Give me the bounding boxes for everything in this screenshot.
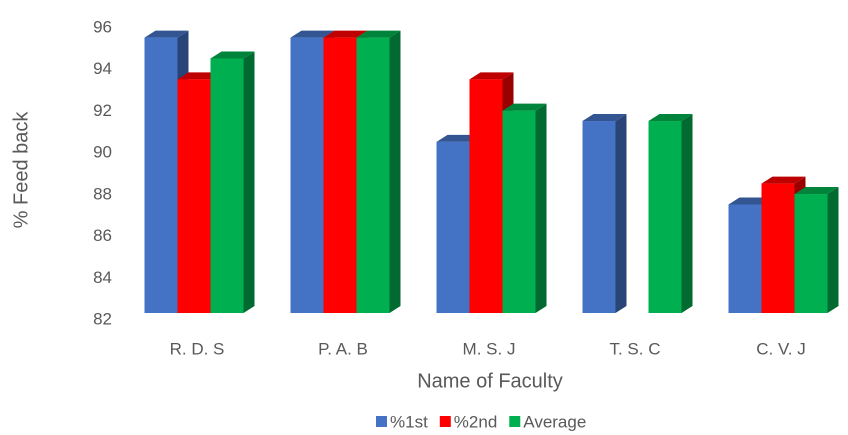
bar-top: [648, 114, 693, 122]
y-tick-label: 82: [93, 309, 112, 328]
bar-front: [177, 79, 211, 313]
bar-front: [582, 121, 616, 314]
legend-label: Average: [523, 412, 586, 431]
bar-front: [436, 141, 470, 313]
bar-side: [681, 114, 693, 314]
bar-top: [144, 30, 189, 38]
bar-top: [502, 103, 547, 111]
bar-side: [535, 103, 547, 313]
legend-swatch: [509, 416, 521, 427]
legend-swatch: [376, 416, 387, 427]
y-axis-title: % Feed back: [10, 111, 32, 229]
bar-front: [469, 79, 503, 313]
bar-front: [794, 194, 828, 313]
bar-front: [210, 58, 244, 314]
bar-side: [243, 51, 255, 313]
bar: [356, 30, 401, 313]
y-tick-label: 84: [93, 268, 112, 287]
bar: [582, 114, 627, 314]
bar-side: [827, 187, 839, 313]
bar: [648, 114, 693, 314]
bar-top: [290, 30, 335, 38]
y-tick-label: 94: [93, 59, 112, 78]
y-tick-label: 96: [93, 17, 112, 36]
bar-front: [648, 121, 682, 314]
bar-top: [356, 30, 401, 38]
bar-front: [728, 204, 762, 313]
x-tick-label: T. S. C: [609, 339, 660, 358]
bar-top: [210, 51, 255, 59]
y-tick-label: 86: [93, 226, 112, 245]
bar: [794, 187, 839, 313]
bar-front: [502, 110, 536, 313]
bar-front: [356, 37, 390, 313]
y-tick-label: 92: [93, 101, 112, 120]
bar-top: [323, 30, 368, 38]
x-tick-label: P. A. B: [318, 339, 368, 358]
y-tick-label: 88: [93, 184, 112, 203]
bar-top: [469, 72, 514, 80]
bar-top: [761, 176, 806, 184]
legend-label: %2nd: [454, 412, 497, 431]
legend-swatch: [439, 416, 451, 427]
bar: [502, 103, 547, 313]
x-tick-label: R. D. S: [170, 339, 225, 358]
bar-front: [323, 37, 357, 313]
x-axis-title: Name of Faculty: [417, 370, 563, 392]
y-tick-label: 90: [93, 143, 112, 162]
bar-side: [615, 114, 627, 314]
legend-label: %1st: [390, 412, 428, 431]
bar-top: [794, 187, 839, 195]
bar-front: [290, 37, 324, 313]
x-tick-label: M. S. J: [463, 339, 516, 358]
bar: [210, 51, 255, 314]
bar-front: [144, 37, 178, 313]
x-tick-label: C. V. J: [756, 339, 805, 358]
bar-side: [389, 30, 401, 313]
bar-front: [761, 183, 795, 313]
bar-top: [582, 114, 627, 122]
